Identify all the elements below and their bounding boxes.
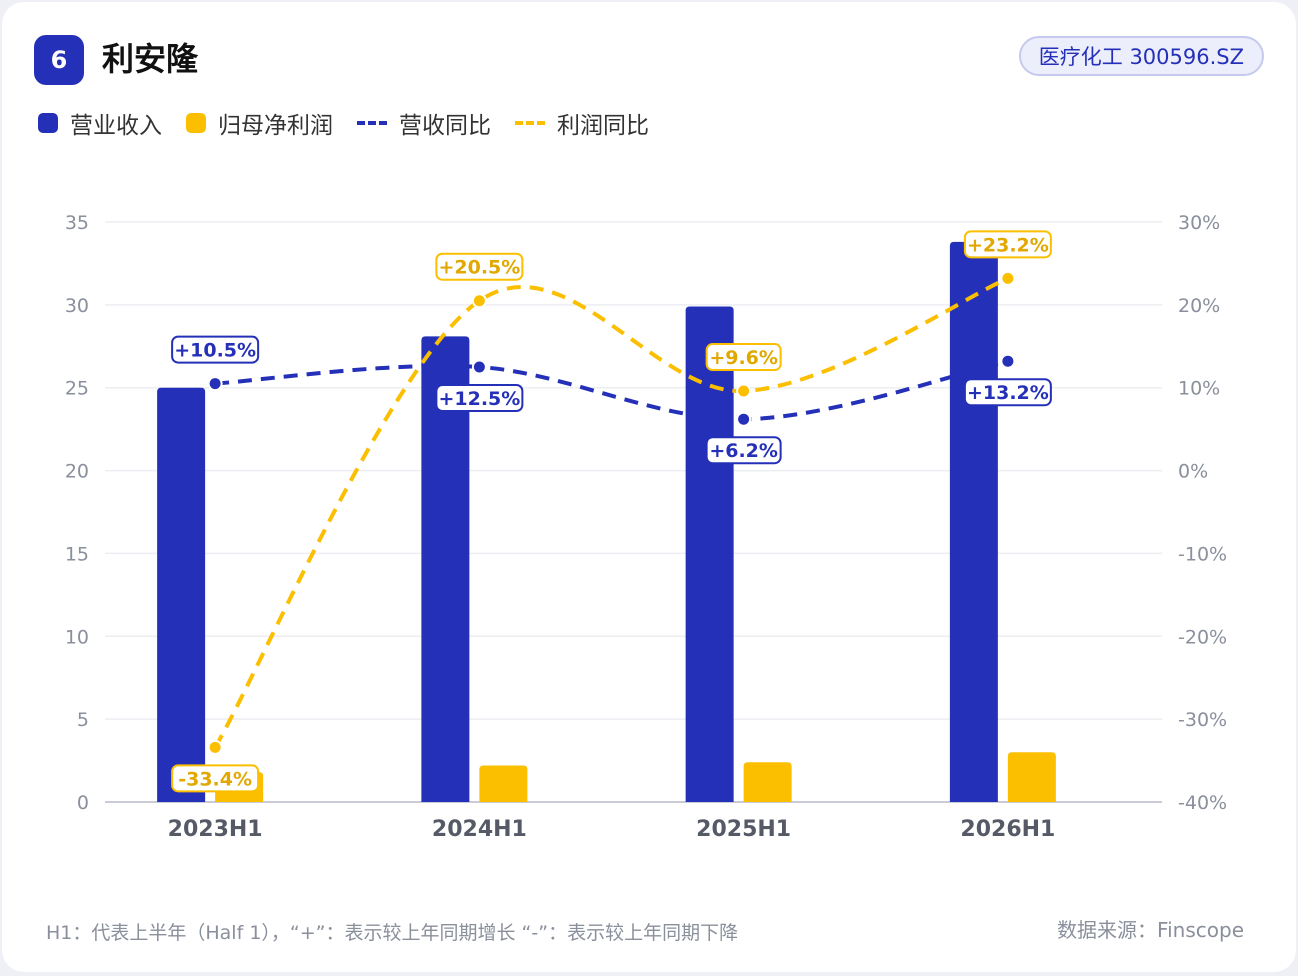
legend-swatch-revenue: [38, 113, 58, 133]
y-right-tick-label: 0%: [1178, 461, 1208, 483]
y-right-tick-label: 30%: [1178, 212, 1220, 234]
legend: 营业收入 归母净利润 营收同比 利润同比: [38, 106, 673, 140]
point-revenue-yoy: [207, 376, 223, 392]
point-revenue-yoy: [1000, 353, 1016, 369]
legend-swatch-profit: [186, 113, 206, 133]
legend-item-revenue: 营业收入: [38, 106, 162, 140]
label-box-revenue-yoy: [171, 335, 260, 364]
label-box-revenue-yoy: [435, 384, 524, 412]
y-left-tick-label: 30: [65, 295, 89, 317]
data-label-revenue-yoy: +12.5%: [438, 388, 520, 410]
line-revenue-yoy: [214, 359, 1009, 422]
line-profit-yoy: [213, 276, 1009, 749]
x-tick-label: 2025H1: [696, 817, 791, 842]
y-right-tick-label: -10%: [1178, 543, 1227, 565]
x-tick-label: 2024H1: [432, 817, 527, 842]
bar-revenue: [949, 241, 998, 802]
label-box-profit-yoy: [435, 252, 524, 281]
data-label-revenue-yoy: +6.2%: [709, 440, 778, 462]
legend-label-profit-yoy: 利润同比: [557, 113, 649, 139]
point-profit-yoy: [471, 293, 487, 309]
legend-dash-profit-yoy: [515, 121, 545, 125]
legend-dash-revenue-yoy: [357, 121, 387, 125]
rank-badge: 6: [34, 35, 84, 85]
y-right-tick-label: 20%: [1178, 295, 1220, 317]
bar-revenue: [421, 336, 470, 802]
point-revenue-yoy: [471, 359, 487, 375]
point-profit-yoy: [207, 739, 223, 755]
legend-label-profit: 归母净利润: [218, 113, 333, 139]
label-box-profit-yoy: [963, 230, 1052, 259]
label-box-revenue-yoy: [705, 436, 782, 465]
legend-label-revenue: 营业收入: [70, 113, 162, 139]
label-box-profit-yoy: [171, 764, 260, 793]
y-right-tick-label: 10%: [1178, 378, 1220, 400]
x-tick-label: 2023H1: [168, 817, 263, 842]
bar-revenue: [157, 387, 206, 802]
data-source: 数据来源：Finscope: [1057, 918, 1244, 942]
point-profit-yoy: [736, 383, 752, 399]
footnote: H1：代表上半年（Half 1），“+”：表示较上年同期增长 “-”：表示较上年…: [46, 922, 739, 944]
y-right-tick-label: -30%: [1178, 709, 1227, 731]
legend-label-revenue-yoy: 营收同比: [399, 113, 491, 139]
y-left-tick-label: 25: [65, 378, 89, 400]
company-title: 利安隆: [102, 40, 199, 78]
legend-item-profit-yoy: 利润同比: [515, 106, 649, 140]
bar-profit: [743, 762, 792, 802]
y-left-tick-label: 0: [77, 792, 89, 814]
point-profit-yoy: [1000, 270, 1016, 286]
data-label-revenue-yoy: +13.2%: [967, 382, 1049, 404]
bar-profit: [1007, 752, 1056, 802]
data-label-revenue-yoy: +10.5%: [174, 340, 256, 362]
y-right-tick-label: -40%: [1178, 792, 1227, 814]
y-left-tick-label: 15: [65, 543, 89, 565]
legend-item-profit: 归母净利润: [186, 106, 333, 140]
point-revenue-yoy: [736, 411, 752, 427]
x-tick-label: 2026H1: [960, 817, 1055, 842]
bar-profit: [479, 765, 528, 802]
legend-item-revenue-yoy: 营收同比: [357, 106, 491, 140]
label-box-profit-yoy: [705, 343, 782, 372]
data-label-profit-yoy: +9.6%: [709, 347, 778, 369]
data-label-profit-yoy: +20.5%: [438, 257, 520, 279]
data-label-profit-yoy: +23.2%: [967, 234, 1049, 256]
label-box-revenue-yoy: [963, 378, 1052, 407]
data-label-profit-yoy: -33.4%: [178, 768, 252, 790]
y-right-tick-label: -20%: [1178, 626, 1227, 648]
bar-revenue: [685, 306, 734, 802]
y-left-tick-label: 20: [65, 461, 89, 483]
industry-tag: 医疗化工 300596.SZ: [1018, 36, 1264, 76]
y-left-tick-label: 10: [65, 626, 89, 648]
y-left-tick-label: 35: [65, 212, 89, 234]
y-left-tick-label: 5: [77, 709, 89, 731]
